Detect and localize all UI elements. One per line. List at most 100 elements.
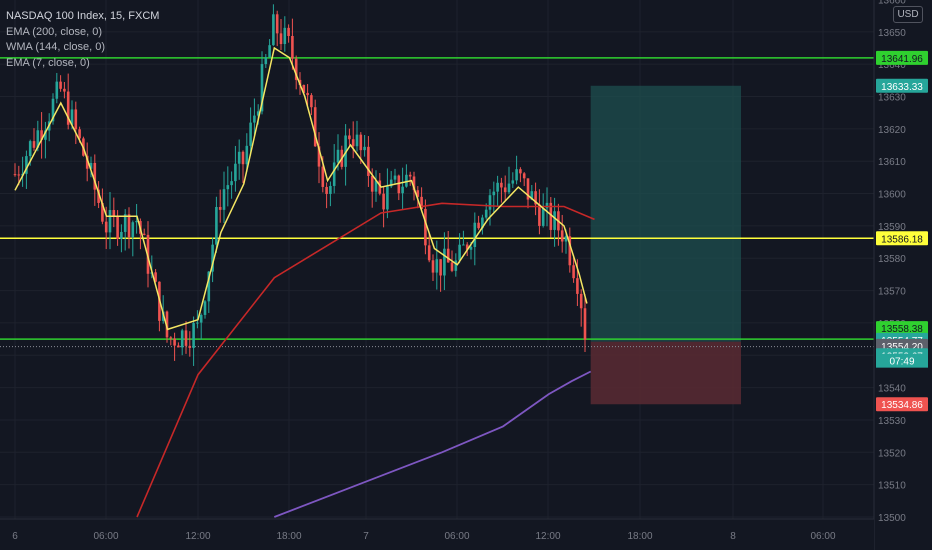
candle-body (74, 109, 78, 130)
candle-body (317, 146, 321, 167)
candle-body (17, 174, 21, 176)
candle-body (496, 182, 499, 192)
candle-body (465, 244, 469, 250)
candle-body (458, 244, 461, 261)
candle-body (40, 130, 43, 140)
candle-body (272, 14, 275, 46)
candle-body (51, 98, 55, 122)
price-tick-label: 13510 (878, 481, 906, 492)
candle-body (260, 64, 264, 112)
candle-body (481, 217, 484, 229)
candle-body (564, 236, 568, 242)
candle-body (101, 202, 104, 222)
countdown-bg (876, 353, 928, 368)
candle-body (253, 115, 256, 123)
price-label: 13633.33 (881, 82, 923, 93)
candle-body (203, 301, 207, 315)
candle-body (439, 259, 442, 276)
candle-body (108, 210, 112, 233)
candle-body (59, 81, 62, 89)
candle-body (332, 162, 336, 186)
candle-body (367, 146, 370, 176)
candle-body (420, 196, 423, 209)
price-tick-label: 13660 (878, 0, 906, 6)
candle-body (116, 216, 119, 239)
candle-body (93, 162, 97, 190)
wma-144-line[interactable] (136, 202, 595, 518)
ema-200-line[interactable] (273, 370, 592, 518)
currency-button[interactable]: USD (893, 6, 923, 23)
legend: NASDAQ 100 Index, 15, FXCM EMA (200, clo… (6, 9, 159, 71)
candle-body (135, 220, 138, 223)
candle-body (389, 179, 393, 187)
time-tick-label: 8 (730, 531, 736, 542)
candle-body (431, 260, 435, 273)
candle-body (541, 208, 545, 226)
candle-body (484, 209, 488, 218)
candle-body (355, 134, 359, 147)
candle-body (249, 122, 252, 146)
candle-body (348, 135, 351, 140)
candle-body (522, 173, 526, 179)
candle-body (538, 204, 541, 226)
price-axis-labels: 13641.9613633.3313586.1813558.3813554.77… (876, 50, 928, 412)
candle-body (222, 189, 226, 210)
target-zone[interactable] (590, 85, 741, 342)
price-tick-label: 13530 (878, 416, 906, 427)
indicator-ema-200[interactable]: EMA (200, close, 0) (6, 25, 102, 38)
candle-body (359, 134, 363, 151)
candle-body (424, 208, 427, 246)
candle-body (188, 345, 192, 348)
time-tick-label: 6 (12, 531, 18, 542)
time-tick-label: 06:00 (810, 531, 835, 542)
stop-zone[interactable] (590, 341, 741, 405)
candle-body (169, 337, 173, 339)
candle-body (245, 145, 249, 165)
candle-body (89, 162, 93, 169)
price-label: 13558.38 (881, 324, 923, 335)
candle-body (477, 222, 480, 229)
candle-body (519, 169, 522, 174)
indicator-wma-144[interactable]: WMA (144, close, 0) (6, 41, 106, 53)
candle-body (28, 141, 32, 157)
candle-body (336, 149, 340, 163)
candle-body (70, 109, 74, 125)
candle-body (313, 107, 317, 147)
candle-body (503, 187, 507, 193)
ema-7-line[interactable] (14, 46, 588, 331)
candle-body (302, 85, 306, 93)
candle-body (473, 222, 477, 247)
bar-countdown: 07:49 (889, 357, 914, 368)
price-tick-label: 13650 (878, 28, 906, 39)
candle-body (500, 182, 503, 188)
price-tick-label: 13540 (878, 384, 906, 395)
time-tick-label: 7 (363, 531, 369, 542)
candle-body (507, 183, 511, 193)
candle-body (264, 57, 268, 65)
price-label-bg (876, 321, 928, 336)
candle-body (515, 169, 518, 181)
price-label-bg (876, 231, 928, 246)
candle-body (534, 191, 537, 205)
price-tick-label: 13520 (878, 448, 906, 459)
indicator-ema-7[interactable]: EMA (7, close, 0) (6, 56, 90, 69)
price-tick-label: 13590 (878, 222, 906, 233)
candle-body (165, 311, 169, 338)
candle-body (579, 293, 583, 309)
symbol-title[interactable]: NASDAQ 100 Index, 15, FXCM (6, 10, 160, 22)
candle-body (13, 174, 17, 176)
time-tick-label: 06:00 (93, 531, 118, 542)
price-tick-label: 13640 (878, 60, 906, 71)
candle-body (104, 221, 108, 233)
candle-body (131, 222, 135, 238)
candle-body (196, 322, 199, 324)
candle-body (268, 45, 271, 58)
candle-body (237, 151, 241, 164)
candle-body (488, 195, 492, 210)
candle-body (427, 245, 431, 261)
candle-body (553, 211, 556, 230)
candle-body (199, 314, 203, 323)
candle-body (306, 92, 309, 96)
candle-body (408, 174, 412, 177)
